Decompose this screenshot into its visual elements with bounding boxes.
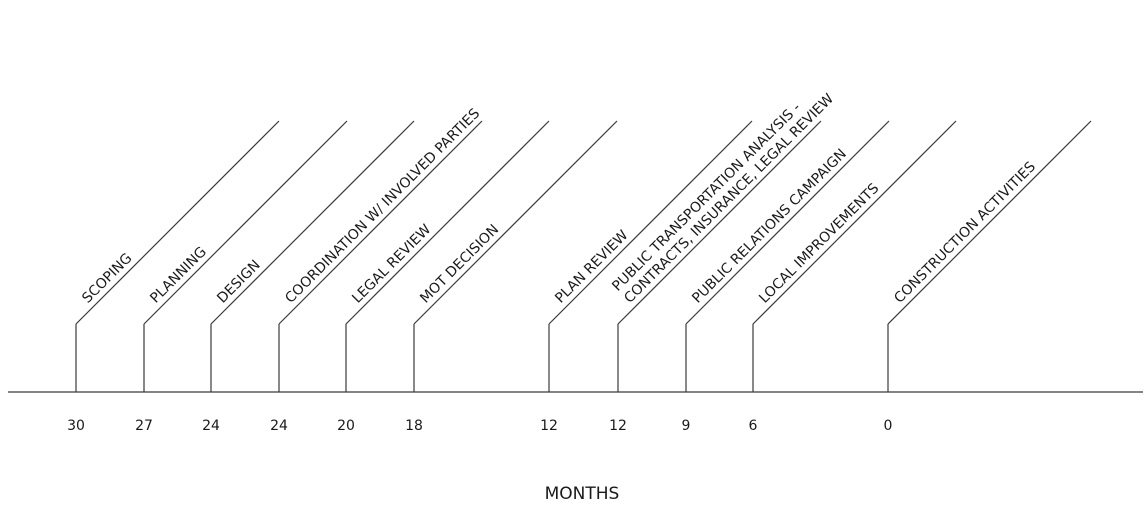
stage-label: PUBLIC TRANSPORTATION ANALYSIS - (609, 100, 804, 295)
milestone-leader-line (752, 120, 957, 325)
milestone-leader-line (278, 120, 483, 325)
stage-label: DESIGN (214, 257, 263, 306)
stage-label: SCOPING (79, 250, 135, 306)
stage-label: CONSTRUCTION ACTIVITIES (891, 159, 1039, 307)
axis-title: MONTHS (545, 484, 620, 504)
milestone-group: SCOPING30PLANNING27DESIGN24COORDINATION … (67, 91, 1092, 434)
milestone-leader-line (413, 120, 618, 325)
stage-label: PLANNING (147, 244, 210, 307)
month-label: 6 (749, 418, 758, 434)
milestone-leader-line (75, 120, 280, 325)
month-label: 30 (67, 418, 85, 434)
milestone-leader-line (345, 120, 550, 325)
milestone-leader-line (143, 120, 348, 325)
month-label: 0 (884, 418, 893, 434)
month-label: 12 (609, 418, 627, 434)
month-label: 9 (682, 418, 691, 434)
month-label: 12 (540, 418, 558, 434)
month-label: 18 (405, 418, 423, 434)
milestone-leader-line (617, 120, 822, 325)
milestone-leader-line (548, 120, 753, 325)
stage-label: LOCAL IMPROVEMENTS (756, 180, 882, 306)
month-label: 20 (337, 418, 355, 434)
month-label: 24 (202, 418, 220, 434)
month-label: 27 (135, 418, 153, 434)
milestone-leader-line (685, 120, 890, 325)
milestone-leader-line (887, 120, 1092, 325)
milestone: CONSTRUCTION ACTIVITIES 0 (884, 120, 1092, 434)
milestone-leader-line (210, 120, 415, 325)
month-label: 24 (270, 418, 288, 434)
